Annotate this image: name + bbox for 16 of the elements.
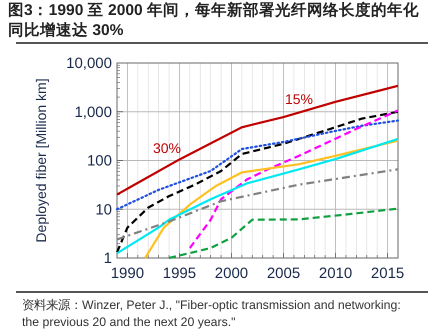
- y-tick-label: 1: [104, 250, 112, 267]
- y-axis-title: Deployed fiber [Million km]: [33, 78, 49, 243]
- x-tick-label: 2015: [370, 265, 404, 282]
- x-tick-label: 2005: [266, 265, 300, 282]
- annotation: 30%: [152, 140, 182, 156]
- x-tick-label: 2000: [214, 265, 248, 282]
- y-tick-label: 10,000: [66, 55, 112, 72]
- y-tick-label: 10: [95, 201, 112, 218]
- text: 资料来源：Winzer, Peter J., "Fiber-optic transmission and networking: the previous 20 and the next 20 years.": [22, 297, 402, 329]
- x-tick-label: 2010: [318, 265, 352, 282]
- annotation: 15%: [284, 91, 314, 107]
- x-tick-label: 1990: [110, 265, 144, 282]
- y-tick-label: 1,000: [74, 104, 112, 121]
- x-tick-label: 1995: [162, 265, 196, 282]
- chart-title: 图3：1990 至 2000 年间，每年新部署光纤网络长度的年化同比增速达 30%: [8, 1, 420, 41]
- y-tick-label: 100: [86, 152, 112, 170]
